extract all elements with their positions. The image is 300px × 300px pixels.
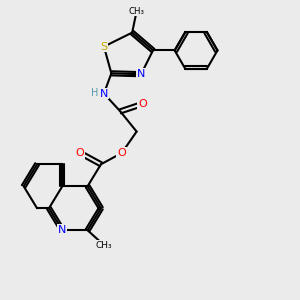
- Text: S: S: [100, 42, 107, 52]
- Text: O: O: [117, 148, 126, 158]
- Text: CH₃: CH₃: [129, 7, 145, 16]
- Text: CH₃: CH₃: [96, 241, 112, 250]
- Text: N: N: [137, 69, 145, 79]
- Text: N: N: [100, 88, 108, 98]
- Text: N: N: [58, 225, 67, 235]
- Text: H: H: [91, 88, 99, 98]
- Text: O: O: [76, 148, 85, 158]
- Text: O: O: [138, 99, 147, 109]
